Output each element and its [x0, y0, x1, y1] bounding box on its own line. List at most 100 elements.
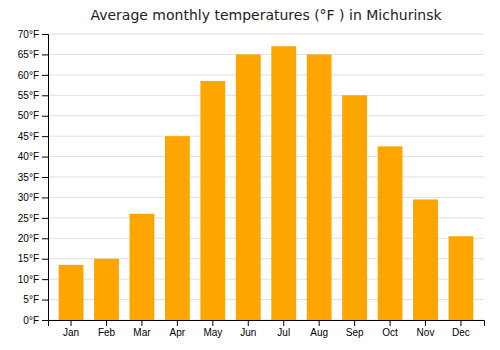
x-tick-label: Dec [452, 327, 470, 338]
x-axis-line [49, 321, 485, 327]
x-tick-label: Apr [170, 327, 186, 338]
y-tick-label: 10°F [18, 274, 39, 285]
bar [59, 265, 84, 320]
x-tick-mark [177, 320, 178, 326]
y-tick-label: 35°F [18, 172, 39, 183]
grid-line [48, 95, 484, 96]
x-tick-label: Sep [346, 327, 364, 338]
x-tick-label: Mar [133, 327, 151, 338]
x-tick: Oct [382, 320, 398, 338]
x-tick-mark [354, 320, 355, 326]
title: Average monthly temperatures (°F ) in Mi… [90, 7, 442, 23]
y-tick-label: 20°F [18, 233, 39, 244]
x-tick: Apr [170, 320, 186, 338]
grid-line [48, 74, 484, 75]
x-tick-label: Jan [63, 327, 79, 338]
x-tick-mark [283, 320, 284, 326]
bar [200, 81, 225, 320]
x-tick-mark [425, 320, 426, 326]
y-tick-label: 0°F [23, 315, 39, 326]
y-tick-mark [42, 320, 48, 321]
grid [48, 34, 484, 320]
x-axis: Jan Feb Mar Apr May Jun Jul Aug Sep Oct Nov Dec [49, 320, 485, 338]
y-tick-mark [42, 116, 48, 117]
x-tick: Nov [417, 320, 435, 338]
x-tick-label: May [203, 327, 222, 338]
y-tick: 30°F [18, 192, 48, 203]
y-tick-mark [42, 177, 48, 178]
y-tick: 35°F [18, 172, 48, 183]
y-tick: 5°F [23, 294, 48, 305]
x-tick-mark [106, 320, 107, 326]
y-tick: 50°F [18, 110, 48, 121]
x-tick-mark [319, 320, 320, 326]
y-tick-label: 15°F [18, 253, 39, 264]
grid-line [48, 115, 484, 116]
bar [378, 146, 403, 320]
y-tick-mark [42, 279, 48, 280]
y-tick-mark [42, 95, 48, 96]
x-tick-label: Jul [277, 327, 290, 338]
bar [449, 236, 474, 320]
x-tick-label: Oct [382, 327, 398, 338]
x-tick: Sep [346, 320, 364, 338]
y-tick: 10°F [18, 274, 48, 285]
x-tick-label: Feb [98, 327, 116, 338]
y-tick-mark [42, 218, 48, 219]
y-tick-label: 70°F [18, 29, 39, 40]
y-axis-line [42, 35, 49, 321]
y-tick: 0°F [23, 315, 48, 326]
x-tick-label: Aug [310, 327, 328, 338]
y-tick-label: 60°F [18, 70, 39, 81]
grid-line [48, 136, 484, 137]
y-tick: 20°F [18, 233, 48, 244]
y-tick-label: 65°F [18, 49, 39, 60]
y-tick: 55°F [18, 90, 48, 101]
y-tick-mark [42, 136, 48, 137]
bar [271, 46, 296, 320]
y-tick-label: 40°F [18, 151, 39, 162]
y-tick-mark [42, 259, 48, 260]
y-tick: 25°F [18, 213, 48, 224]
x-tick-mark [390, 320, 391, 326]
y-tick: 60°F [18, 70, 48, 81]
y-tick-label: 45°F [18, 131, 39, 142]
x-tick: Mar [133, 320, 151, 338]
x-tick-mark [212, 320, 213, 326]
y-tick-mark [42, 157, 48, 158]
grid-line [48, 34, 484, 35]
chart: Jan Feb Mar Apr May Jun Jul Aug Sep Oct Nov Dec 0°F 5… [0, 0, 500, 350]
y-tick-mark [42, 238, 48, 239]
x-tick-mark [71, 320, 72, 326]
bar [165, 136, 190, 320]
x-tick-label: Jun [240, 327, 256, 338]
bar [413, 199, 438, 320]
y-tick: 15°F [18, 253, 48, 264]
y-tick-mark [42, 54, 48, 55]
grid-line [48, 197, 484, 198]
bar [342, 95, 367, 320]
x-tick: May [203, 320, 222, 338]
y-tick-label: 50°F [18, 110, 39, 121]
y-tick: 70°F [18, 29, 48, 40]
plot: Jan Feb Mar Apr May Jun Jul Aug Sep Oct Nov Dec 0°F 5… [18, 29, 485, 338]
bar [236, 54, 261, 320]
y-tick-mark [42, 300, 48, 301]
bar [94, 259, 119, 320]
y-tick-label: 55°F [18, 90, 39, 101]
x-tick: Jun [240, 320, 256, 338]
y-tick: 65°F [18, 49, 48, 60]
x-tick: Dec [452, 320, 470, 338]
bars [59, 46, 474, 320]
x-tick-mark [460, 320, 461, 326]
x-tick-mark [141, 320, 142, 326]
bar [130, 214, 155, 320]
grid-line [48, 177, 484, 178]
x-tick: Feb [98, 320, 116, 338]
y-tick: 45°F [18, 131, 48, 142]
x-tick: Aug [310, 320, 328, 338]
x-tick-mark [248, 320, 249, 326]
grid-line [48, 54, 484, 55]
y-tick-mark [42, 197, 48, 198]
x-tick: Jul [277, 320, 290, 338]
